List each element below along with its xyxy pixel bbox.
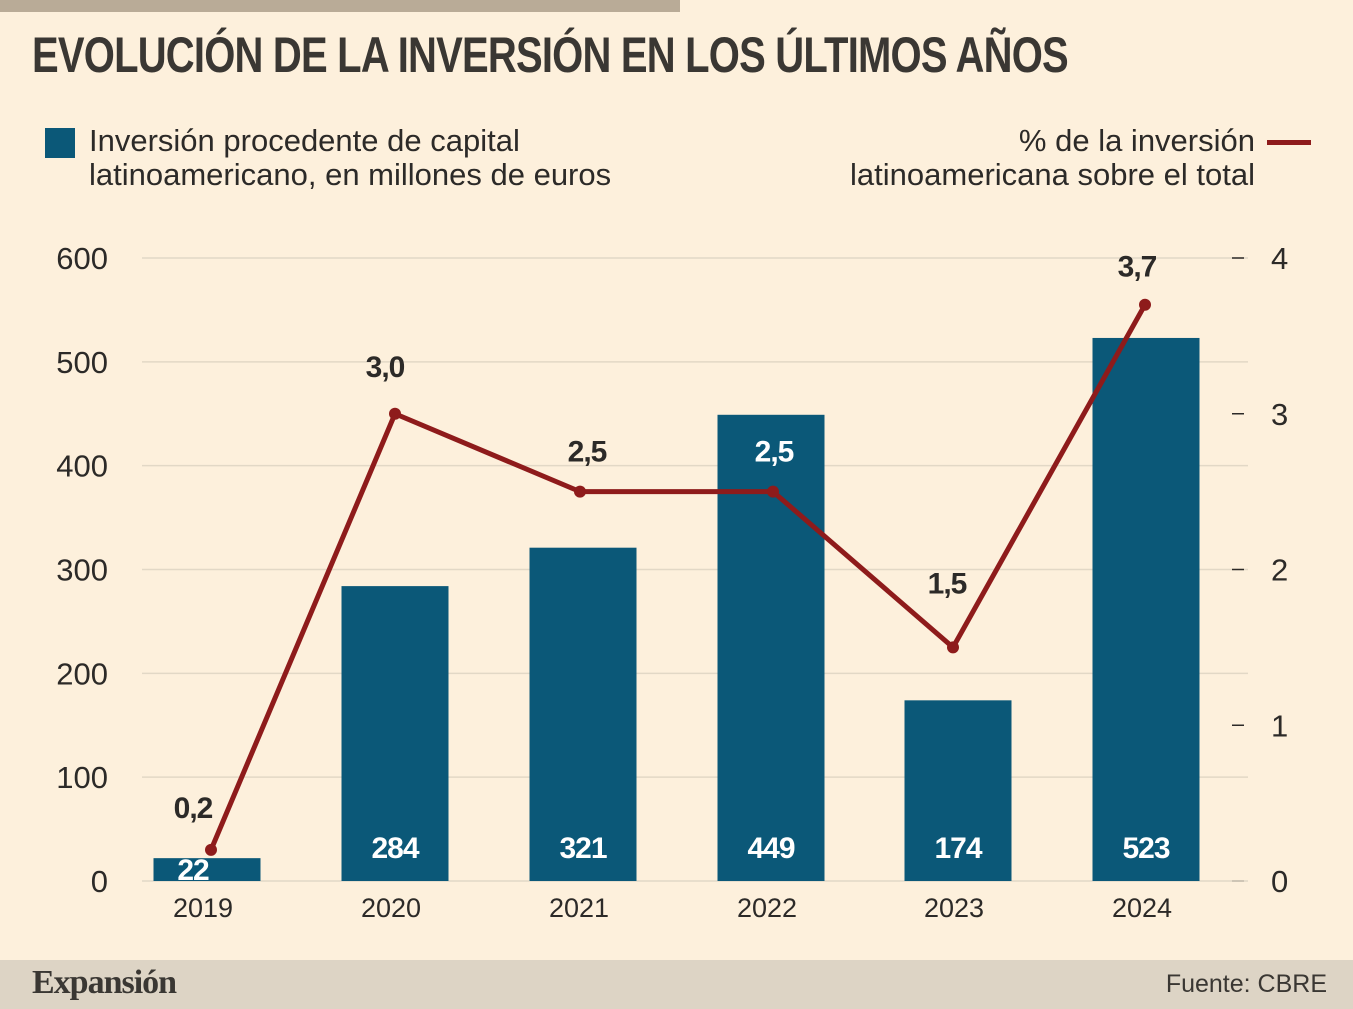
legend-bars-line2: latinoamericano, en millones de euros xyxy=(89,157,612,192)
x-tick-2022: 2022 xyxy=(737,893,797,923)
publisher-logo: Expansión xyxy=(32,964,177,1001)
bar-2021 xyxy=(529,547,637,881)
x-tick-2021: 2021 xyxy=(549,893,609,923)
top-accent-bar xyxy=(0,0,680,12)
bar-value-label-2023: 174 xyxy=(934,832,982,865)
legend-line-line1: % de la inversión xyxy=(1018,123,1255,158)
bar-value-label-2022: 449 xyxy=(747,832,794,865)
series-line-percent xyxy=(208,303,1148,851)
legend-bars: Inversión procedente de capital latinoam… xyxy=(45,124,611,192)
line-value-label-2021: 2,5 xyxy=(568,436,607,469)
line-point-2020 xyxy=(389,407,401,420)
legend-bar-swatch xyxy=(45,128,75,158)
y-left-tick-300: 300 xyxy=(56,553,108,588)
y-left-tick-600: 600 xyxy=(56,241,108,276)
x-tick-2023: 2023 xyxy=(924,893,984,923)
y-left-tick-0: 0 xyxy=(91,864,108,899)
line-point-2024 xyxy=(1139,298,1151,311)
bar-value-label-2024: 523 xyxy=(1122,832,1169,865)
y-left-tick-400: 400 xyxy=(56,449,108,484)
line-point-2021 xyxy=(574,485,586,498)
y-right-tick-3: 3 xyxy=(1271,397,1288,432)
y-right-tick-4: 4 xyxy=(1271,241,1288,276)
bar-value-label-2021: 321 xyxy=(559,832,606,865)
chart-title: EVOLUCIÓN DE LA INVERSIÓN EN LOS ÚLTIMOS… xyxy=(32,27,1069,83)
y-left-tick-100: 100 xyxy=(56,760,108,795)
x-tick-2020: 2020 xyxy=(361,893,421,923)
y-left-tick-200: 200 xyxy=(56,656,108,691)
y-right-tick-1: 1 xyxy=(1271,708,1288,743)
y-right-tick-2: 2 xyxy=(1271,553,1288,588)
x-tick-2024: 2024 xyxy=(1112,893,1172,923)
bar-2023 xyxy=(904,700,1012,881)
line-value-label-2019: 0,2 xyxy=(174,792,213,825)
y-left-tick-500: 500 xyxy=(56,345,108,380)
line-value-label-2023: 1,5 xyxy=(928,567,967,600)
bar-2019 xyxy=(153,858,261,881)
combo-chart: 0 100 200 300 400 500 600 0 1 2 3 4 22 284 321 449 174 52… xyxy=(56,241,1288,923)
line-point-2023 xyxy=(947,641,959,654)
legend-line: % de la inversión latinoamericana sobre … xyxy=(850,124,1311,192)
x-tick-2019: 2019 xyxy=(173,893,233,923)
y-right-tick-0: 0 xyxy=(1271,864,1288,899)
legend-line-line2: latinoamericana sobre el total xyxy=(850,157,1255,192)
bar-2024 xyxy=(1092,337,1200,881)
line-value-label-2020: 3,0 xyxy=(366,351,405,384)
bar-value-label-2019: 22 xyxy=(177,854,209,887)
line-point-2022 xyxy=(767,485,779,498)
bar-value-label-2020: 284 xyxy=(371,832,419,865)
footer: Expansión Fuente: CBRE xyxy=(0,960,1353,1009)
line-value-label-2022: 2,5 xyxy=(755,436,794,469)
bar-2020 xyxy=(341,586,449,881)
line-point-2019 xyxy=(205,843,217,856)
bar-2022 xyxy=(717,414,825,881)
source-note: Fuente: CBRE xyxy=(1165,970,1327,998)
legend-bars-line1: Inversión procedente de capital xyxy=(89,123,520,158)
line-value-label-2024: 3,7 xyxy=(1118,251,1157,284)
legend-line-swatch xyxy=(1267,140,1311,145)
